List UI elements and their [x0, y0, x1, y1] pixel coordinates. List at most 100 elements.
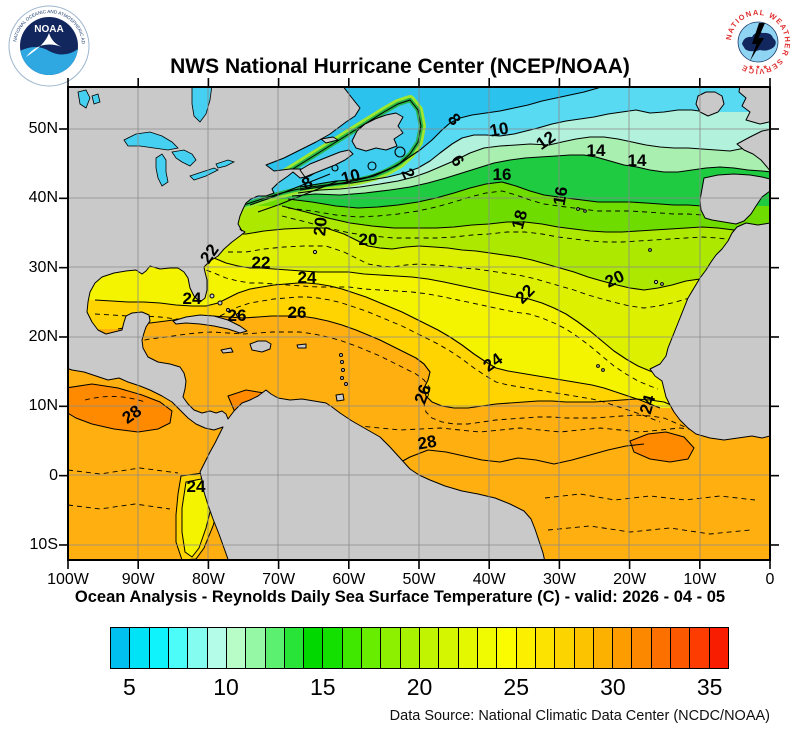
lake-winnipeg-east	[91, 93, 101, 105]
land-antilles	[340, 376, 344, 380]
colorbar-segment	[149, 628, 169, 668]
lon-tick-label: 0	[765, 571, 775, 588]
land-cuba	[172, 314, 248, 334]
land-azores	[583, 209, 587, 213]
colorbar-segment	[651, 628, 672, 668]
contour-label-24: 24	[298, 268, 317, 287]
lake-michigan	[155, 153, 169, 187]
land-madeira	[648, 248, 652, 252]
colorbar-segment	[246, 628, 266, 668]
lon-tick-label: 50W	[402, 571, 436, 588]
land-cape-verde	[596, 364, 600, 368]
colorbar-tick-label: 5	[122, 674, 136, 700]
colorbar-labels: 5 10 15 20 25 30 35	[0, 674, 800, 700]
contour-label-24: 24	[187, 477, 206, 496]
colorbar-segment	[497, 628, 517, 668]
land-bahamas	[209, 293, 215, 299]
nws-lightning-icon	[750, 23, 765, 61]
colorbar-segment	[458, 628, 478, 668]
contour-label-16: 16	[550, 185, 572, 207]
land-ireland	[695, 91, 725, 117]
colorbar-tick-label: 20	[406, 674, 433, 700]
lat-tick-label: 20N	[28, 327, 58, 345]
colorbar-segment	[516, 628, 536, 668]
colorbar-segment	[574, 628, 594, 668]
colorbar-segment	[284, 628, 305, 668]
colorbar-segment	[632, 628, 652, 668]
colorbar-segment	[535, 628, 556, 668]
colorbar-segment	[439, 628, 459, 668]
axis-ticks	[59, 78, 779, 569]
lat-tick-label: 10N	[28, 397, 58, 415]
contour-label-14: 14	[628, 151, 647, 170]
warm-pool-gulf-guinea	[629, 431, 695, 463]
colorbar-segment	[400, 628, 420, 668]
land-masses	[68, 87, 770, 560]
contour-label-26: 26	[228, 306, 247, 325]
colorbar-segment	[420, 628, 440, 668]
contour-label-24: 24	[636, 392, 659, 416]
lake-superior	[123, 131, 179, 151]
colorbar-segment	[671, 628, 691, 668]
colorbar-tick-label: 25	[503, 674, 530, 700]
land-france	[736, 128, 770, 172]
data-source-credit: Data Source: National Climatic Data Cent…	[389, 708, 770, 724]
map-caption: Ocean Analysis - Reynolds Daily Sea Surf…	[74, 588, 726, 606]
colorbar-segment	[265, 628, 285, 668]
colorbar-segment	[188, 628, 208, 668]
colorbar-segment	[111, 628, 131, 668]
lon-tick-label: 80W	[191, 571, 225, 588]
contour-label-28: 28	[416, 432, 438, 454]
colorbar-segment	[690, 628, 710, 668]
colorbar-segment	[168, 628, 189, 668]
lon-tick-label: 70W	[262, 571, 296, 588]
land-africa	[649, 222, 770, 441]
contour-label-20: 20	[310, 216, 331, 237]
land-canary-islands	[660, 282, 664, 286]
land-trinidad	[335, 393, 345, 402]
land-bahamas	[226, 308, 230, 312]
land-bahamas	[236, 313, 240, 317]
noaa-label: NOAA	[34, 24, 63, 35]
land-great-britain	[738, 87, 770, 125]
colorbar-tick-label: 30	[600, 674, 626, 700]
lon-tick-label: 10W	[683, 571, 717, 588]
contour-label-26: 26	[288, 303, 307, 322]
colorbar-tick-label: 10	[213, 674, 239, 700]
contour-label-20: 20	[359, 230, 378, 249]
contour-label-18: 18	[508, 208, 531, 231]
contour-label-10: 10	[488, 119, 510, 141]
land-canary-islands	[653, 279, 659, 285]
land-antilles	[344, 382, 348, 386]
contour-label-16: 16	[493, 165, 512, 184]
colorbar-tick-label: 15	[309, 674, 336, 700]
colorbar-segment	[342, 628, 363, 668]
contour-label-10: 10	[339, 165, 362, 188]
contour-label-14: 14	[587, 141, 606, 160]
lon-tick-label: 60W	[332, 571, 366, 588]
lat-tick-label: 50N	[28, 120, 58, 137]
graticule	[68, 87, 770, 560]
lake-erie	[189, 167, 219, 181]
lat-tick-label: 40N	[28, 189, 58, 207]
lake-winnipeg	[77, 89, 91, 109]
lon-tick-label: 30W	[542, 571, 576, 588]
lon-tick-label: 90W	[121, 571, 155, 588]
lat-tick-label: 10S	[29, 535, 58, 553]
lake-huron	[171, 149, 197, 167]
cold-shelf-outline	[239, 99, 422, 207]
lat-tick-label: 0	[49, 466, 58, 484]
land-hispaniola	[249, 340, 272, 353]
colorbar-segment	[381, 628, 401, 668]
land-azores	[576, 207, 580, 211]
noaa-logo: NATIONAL OCEANIC AND ATMOSPHERIC ADMINIS…	[8, 5, 90, 87]
colorbar-segment	[304, 628, 324, 668]
land-americas	[68, 87, 546, 560]
colorbar-segment	[207, 628, 227, 668]
lake-ontario	[215, 159, 236, 169]
land-bahamas	[217, 300, 223, 306]
contour-lines-solid	[94, 87, 770, 469]
land-antilles	[340, 360, 344, 364]
land-jamaica	[220, 347, 234, 354]
